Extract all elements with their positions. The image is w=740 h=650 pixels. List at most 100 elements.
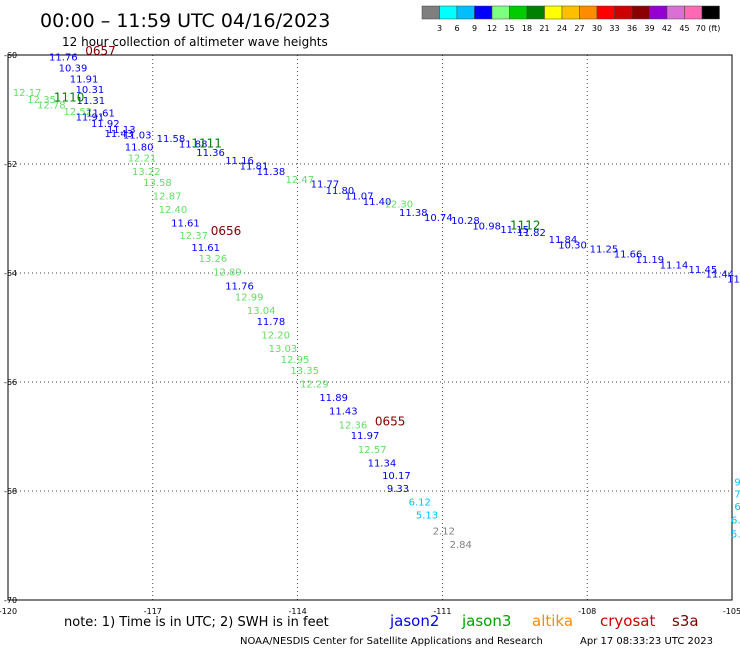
pass-time-label: 0655 — [375, 415, 406, 429]
wave-height-value: 11.84 — [549, 235, 578, 246]
satellite-legend-entry: jason2 — [389, 612, 439, 630]
x-tick-label: -120 — [0, 607, 17, 616]
wave-height-value: 5.1 — [731, 529, 740, 540]
wave-height-value: 11.97 — [351, 431, 380, 442]
wave-height-value: 12.36 — [339, 420, 368, 431]
colorbar-swatch — [666, 5, 685, 20]
wave-height-value: 11.77 — [311, 179, 340, 190]
wave-height-value: 11.36 — [196, 148, 225, 159]
chart-title: 00:00 – 11:59 UTC 04/16/2023 — [40, 10, 330, 32]
wave-height-value: 11.19 — [635, 255, 664, 266]
wave-height-value: 12.37 — [179, 231, 208, 242]
wave-height-value: 13.04 — [247, 306, 276, 317]
y-tick-label: -62 — [4, 160, 17, 169]
wave-height-value: 9.33 — [387, 484, 409, 495]
wave-height-value: 12.40 — [159, 205, 188, 216]
colorbar-swatch — [631, 5, 650, 20]
colorbar-swatch — [509, 5, 528, 20]
wave-height-value: 11.43 — [329, 407, 358, 418]
colorbar-swatch — [456, 5, 475, 20]
colorbar-swatch — [439, 5, 458, 20]
wave-height-value: 11.07 — [345, 191, 374, 202]
chart-subtitle: 12 hour collection of altimeter wave hei… — [62, 35, 328, 49]
wave-height-value: 10.98 — [472, 221, 501, 232]
wave-height-value: 12.47 — [286, 175, 315, 186]
wave-height-value: 11.80 — [326, 186, 355, 197]
wave-height-value: 6.12 — [409, 498, 431, 509]
units-note: note: 1) Time is in UTC; 2) SWH is in fe… — [64, 615, 329, 630]
wave-height-value: 11.89 — [319, 393, 348, 404]
color-scale-legend: 3 6 9 12 15 18 21 24 27 30 33 36 39 42 45 70 (ft) — [421, 5, 720, 33]
colorbar-swatch — [649, 5, 668, 20]
colorbar-label: 45 — [679, 24, 689, 33]
wave-height-value: 10.30 — [558, 240, 587, 251]
colorbar-label: 36 — [627, 24, 637, 33]
credit-timestamp: Apr 17 08:33:23 UTC 2023 — [580, 636, 713, 647]
x-tick-label: -117 — [144, 607, 162, 616]
colorbar-label: 42 — [662, 24, 672, 33]
plot-frame — [7, 54, 733, 601]
wave-height-value: 11.44 — [705, 269, 734, 280]
y-tick-label: -70 — [4, 596, 17, 605]
colorbar-swatch — [421, 5, 440, 20]
wave-height-value: 9 — [734, 478, 740, 489]
wave-height-value: 2.84 — [450, 540, 472, 551]
colorbar-label: 39 — [644, 24, 654, 33]
wave-height-value: 11.81 — [240, 161, 269, 172]
wave-height-value: 11.25 — [590, 244, 619, 255]
satellite-legend-entry: altika — [532, 612, 573, 630]
colorbar-label: 33 — [609, 24, 619, 33]
wave-height-value: 12.52 — [64, 107, 93, 118]
wave-height-value: 12.57 — [358, 445, 387, 456]
wave-height-value: 13.22 — [132, 167, 161, 178]
wave-height-value: 11.61 — [86, 109, 115, 120]
colorbar-label: 6 — [454, 24, 459, 33]
pass-time-label: 0656 — [211, 224, 242, 238]
credit-organization: NOAA/NESDIS Center for Satellite Applica… — [240, 636, 543, 647]
wave-height-value: 11.15 — [500, 225, 529, 236]
wave-height-value: 11.58 — [157, 134, 186, 145]
colorbar-swatch — [614, 5, 633, 20]
wave-height-value: 11.38 — [399, 208, 428, 219]
wave-height-value: 13.35 — [290, 366, 319, 377]
wave-height-value: 12.99 — [235, 292, 264, 303]
colorbar-label: 18 — [522, 24, 532, 33]
wave-height-value: 10.31 — [76, 85, 105, 96]
colorbar-swatch — [544, 5, 563, 20]
wave-height-value: 11.31 — [77, 96, 106, 107]
colorbar-swatch — [701, 5, 720, 20]
satellite-legend-entry: s3a — [672, 612, 699, 630]
wave-height-value: 6.3 — [731, 516, 740, 527]
wave-height-value: 11.38 — [257, 167, 286, 178]
colorbar-swatch — [579, 5, 598, 20]
wave-height-value: 11.76 — [49, 52, 78, 63]
wave-height-value: 11.61 — [171, 219, 200, 230]
y-tick-label: -66 — [4, 378, 17, 387]
wave-height-value: 11.82 — [517, 228, 546, 239]
wave-height-value: 10.28 — [451, 216, 480, 227]
y-tick-label: -64 — [4, 269, 17, 278]
colorbar-label: 24 — [557, 24, 567, 33]
wave-height-value: 11.91 — [70, 74, 99, 85]
wave-height-value: 11.34 — [368, 458, 397, 469]
wave-height-value: 11.88 — [179, 140, 208, 151]
colorbar-label: 30 — [592, 24, 602, 33]
pass-time-label: 1112 — [510, 218, 541, 232]
wave-height-value: 12.17 — [13, 88, 42, 99]
colorbar-swatch — [474, 5, 493, 20]
wave-height-value: 11.80 — [125, 142, 154, 153]
satellite-legend: jason2 jason3 altika cryosat s3a — [389, 612, 699, 630]
colorbar-swatch — [561, 5, 580, 20]
wave-height-value: 11.76 — [225, 281, 254, 292]
wave-height-value: 12.95 — [281, 355, 310, 366]
colorbar-swatch — [596, 5, 615, 20]
pass-time-label: 0657 — [85, 44, 116, 58]
colorbar-label: 21 — [539, 24, 549, 33]
wave-height-value: 12.89 — [213, 268, 242, 279]
x-tick-label: -105 — [723, 607, 740, 616]
wave-height-value: 12.29 — [300, 379, 329, 390]
x-tick-label: -108 — [578, 607, 596, 616]
colorbar-label: 12 — [487, 24, 497, 33]
wave-height-value: 11.91 — [76, 112, 105, 123]
